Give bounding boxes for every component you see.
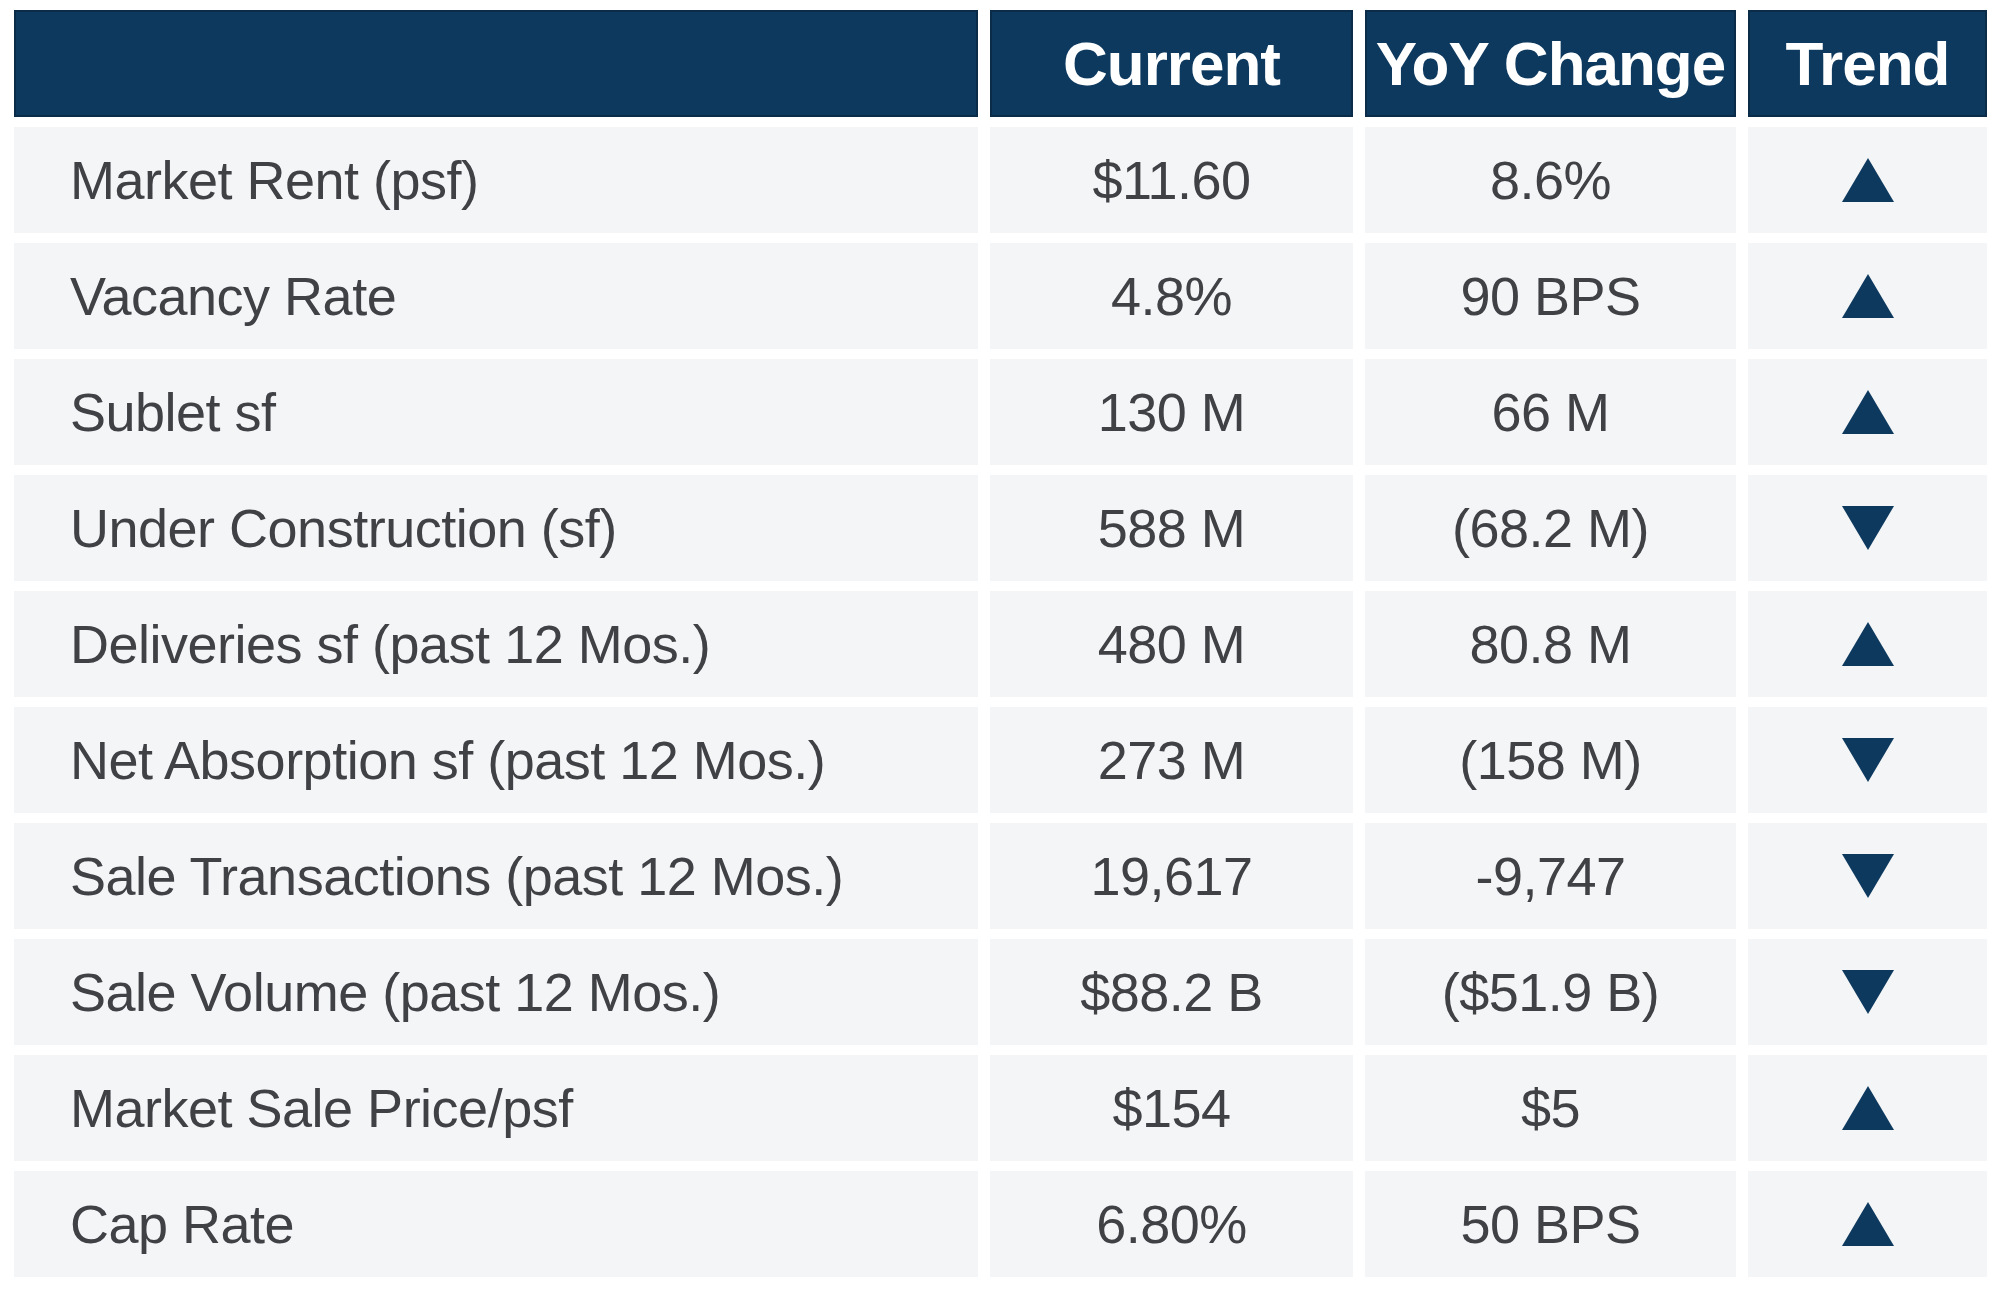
yoy-value: 50 BPS <box>1365 1171 1736 1277</box>
yoy-value: (68.2 M) <box>1365 475 1736 581</box>
yoy-value: (158 M) <box>1365 707 1736 813</box>
yoy-value: $5 <box>1365 1055 1736 1161</box>
trend-cell <box>1748 1055 1987 1161</box>
header-cell-blank <box>14 10 978 117</box>
current-value: 273 M <box>990 707 1353 813</box>
yoy-value: 80.8 M <box>1365 591 1736 697</box>
current-value: 588 M <box>990 475 1353 581</box>
trend-arrow-icon <box>1842 506 1894 550</box>
current-value: 480 M <box>990 591 1353 697</box>
row-label: Market Rent (psf) <box>14 127 978 233</box>
current-value: $11.60 <box>990 127 1353 233</box>
current-value: 19,617 <box>990 823 1353 929</box>
yoy-value: 66 M <box>1365 359 1736 465</box>
row-label: Under Construction (sf) <box>14 475 978 581</box>
trend-arrow-icon <box>1842 390 1894 434</box>
row-label: Vacancy Rate <box>14 243 978 349</box>
current-value: 4.8% <box>990 243 1353 349</box>
trend-cell <box>1748 591 1987 697</box>
trend-cell <box>1748 1171 1987 1277</box>
trend-cell <box>1748 939 1987 1045</box>
trend-arrow-icon <box>1842 622 1894 666</box>
trend-arrow-icon <box>1842 274 1894 318</box>
row-label: Market Sale Price/psf <box>14 1055 978 1161</box>
yoy-value: 90 BPS <box>1365 243 1736 349</box>
trend-cell <box>1748 127 1987 233</box>
header-cell-current: Current <box>990 10 1353 117</box>
trend-arrow-icon <box>1842 158 1894 202</box>
market-stats-table: Current YoY Change Trend Market Rent (ps… <box>14 10 1987 1277</box>
row-label: Sale Transactions (past 12 Mos.) <box>14 823 978 929</box>
row-label: Net Absorption sf (past 12 Mos.) <box>14 707 978 813</box>
yoy-value: -9,747 <box>1365 823 1736 929</box>
trend-cell <box>1748 359 1987 465</box>
row-label: Sale Volume (past 12 Mos.) <box>14 939 978 1045</box>
current-value: 130 M <box>990 359 1353 465</box>
trend-arrow-icon <box>1842 854 1894 898</box>
trend-arrow-icon <box>1842 738 1894 782</box>
yoy-value: ($51.9 B) <box>1365 939 1736 1045</box>
trend-arrow-icon <box>1842 970 1894 1014</box>
row-label: Sublet sf <box>14 359 978 465</box>
trend-cell <box>1748 707 1987 813</box>
trend-cell <box>1748 243 1987 349</box>
row-label: Deliveries sf (past 12 Mos.) <box>14 591 978 697</box>
trend-cell <box>1748 475 1987 581</box>
trend-arrow-icon <box>1842 1086 1894 1130</box>
row-label: Cap Rate <box>14 1171 978 1277</box>
header-cell-trend: Trend <box>1748 10 1987 117</box>
trend-arrow-icon <box>1842 1202 1894 1246</box>
header-cell-yoy-change: YoY Change <box>1365 10 1736 117</box>
trend-cell <box>1748 823 1987 929</box>
current-value: $154 <box>990 1055 1353 1161</box>
current-value: 6.80% <box>990 1171 1353 1277</box>
yoy-value: 8.6% <box>1365 127 1736 233</box>
current-value: $88.2 B <box>990 939 1353 1045</box>
